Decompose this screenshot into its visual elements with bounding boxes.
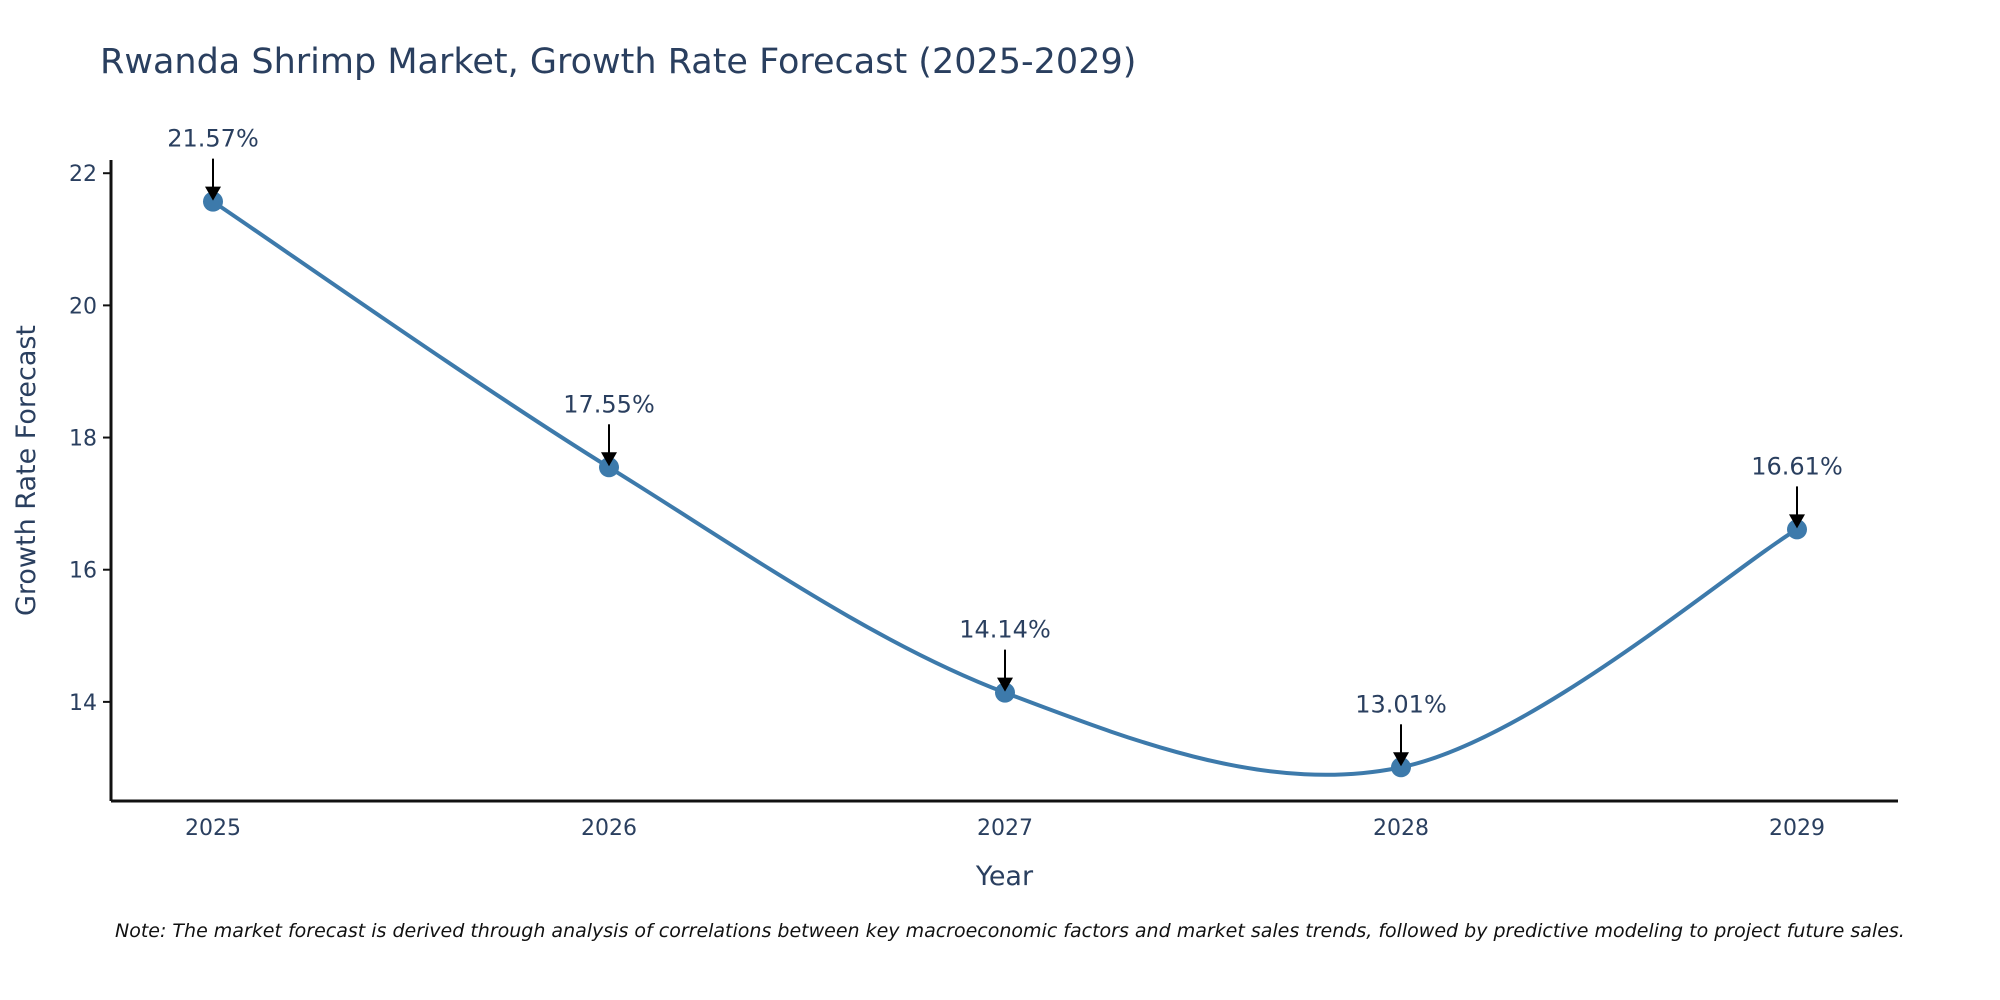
data-label: 16.61% <box>1751 452 1843 480</box>
annotation-arrow-head <box>205 186 221 201</box>
x-axis-title: Year <box>975 861 1034 892</box>
annotation-arrow-head <box>997 677 1013 692</box>
y-axis-ticks: 14 16 18 20 22 <box>69 162 111 716</box>
y-axis-title: Growth Rate Forecast <box>11 325 42 616</box>
data-annotations: 21.57% 17.55% 14.14% 13.01% 16.61% <box>167 125 1843 767</box>
y-tick-label: 18 <box>69 427 97 452</box>
data-label: 13.01% <box>1355 690 1447 718</box>
data-label: 17.55% <box>563 390 655 418</box>
x-tick-label: 2029 <box>1769 816 1825 841</box>
x-tick-label: 2027 <box>977 816 1033 841</box>
footnote: Note: The market forecast is derived thr… <box>115 920 1905 942</box>
y-tick-label: 20 <box>69 294 97 319</box>
annotation-arrow-head <box>601 452 617 467</box>
data-point <box>599 457 619 478</box>
x-tick-label: 2026 <box>581 816 637 841</box>
data-label: 14.14% <box>959 616 1051 644</box>
x-tick-label: 2025 <box>185 816 241 841</box>
data-point <box>1391 757 1411 778</box>
y-tick-label: 14 <box>69 691 97 716</box>
x-tick-label: 2028 <box>1373 816 1429 841</box>
data-point <box>203 191 223 212</box>
chart-title: Rwanda Shrimp Market, Growth Rate Foreca… <box>100 42 1137 82</box>
annotation-arrow-head <box>1393 752 1409 767</box>
x-axis-ticks: 2025 2026 2027 2028 2029 <box>185 816 1825 841</box>
y-tick-label: 22 <box>69 162 97 187</box>
data-markers <box>203 191 1807 778</box>
data-label: 21.57% <box>167 125 259 153</box>
annotation-arrow-head <box>1789 514 1805 529</box>
data-point <box>1787 519 1807 540</box>
data-point <box>995 682 1015 703</box>
y-tick-label: 16 <box>69 559 97 584</box>
